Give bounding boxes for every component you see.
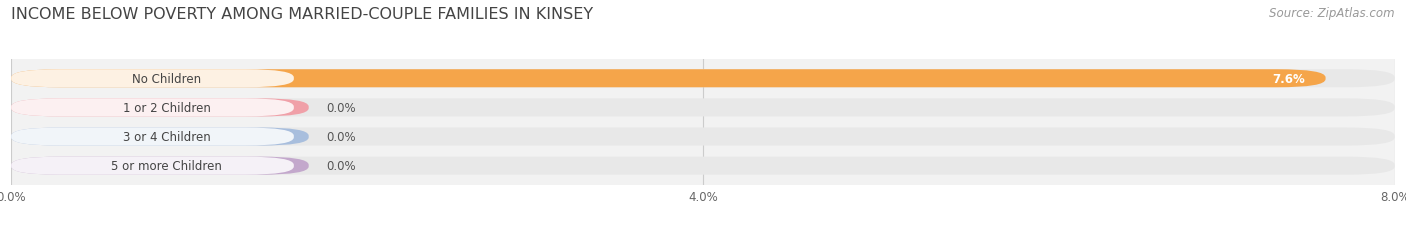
- Text: 1 or 2 Children: 1 or 2 Children: [122, 101, 211, 114]
- Text: 0.0%: 0.0%: [326, 131, 356, 143]
- Text: 0.0%: 0.0%: [326, 159, 356, 172]
- Text: 3 or 4 Children: 3 or 4 Children: [122, 131, 211, 143]
- FancyBboxPatch shape: [11, 157, 1395, 175]
- FancyBboxPatch shape: [11, 99, 1395, 117]
- FancyBboxPatch shape: [11, 99, 309, 117]
- FancyBboxPatch shape: [11, 157, 294, 175]
- FancyBboxPatch shape: [11, 128, 294, 146]
- Text: INCOME BELOW POVERTY AMONG MARRIED-COUPLE FAMILIES IN KINSEY: INCOME BELOW POVERTY AMONG MARRIED-COUPL…: [11, 7, 593, 22]
- FancyBboxPatch shape: [11, 70, 1326, 88]
- FancyBboxPatch shape: [11, 70, 1395, 88]
- FancyBboxPatch shape: [11, 157, 309, 175]
- Text: Source: ZipAtlas.com: Source: ZipAtlas.com: [1270, 7, 1395, 20]
- Text: 0.0%: 0.0%: [326, 101, 356, 114]
- Text: 5 or more Children: 5 or more Children: [111, 159, 222, 172]
- FancyBboxPatch shape: [11, 128, 1395, 146]
- FancyBboxPatch shape: [11, 99, 294, 117]
- FancyBboxPatch shape: [11, 128, 309, 146]
- Text: No Children: No Children: [132, 73, 201, 85]
- FancyBboxPatch shape: [11, 70, 294, 88]
- Text: 7.6%: 7.6%: [1272, 73, 1305, 85]
